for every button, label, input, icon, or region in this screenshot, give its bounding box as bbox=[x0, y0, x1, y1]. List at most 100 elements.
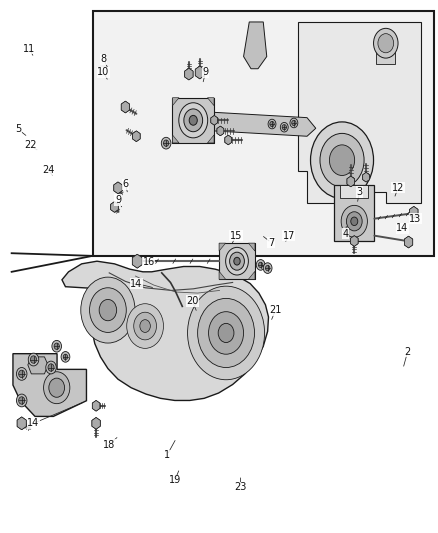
Circle shape bbox=[189, 116, 197, 125]
Circle shape bbox=[28, 353, 39, 366]
Polygon shape bbox=[113, 182, 122, 193]
Polygon shape bbox=[13, 354, 86, 416]
Polygon shape bbox=[132, 131, 140, 142]
Polygon shape bbox=[224, 135, 231, 145]
Circle shape bbox=[197, 298, 254, 368]
Text: 12: 12 bbox=[391, 183, 403, 193]
Circle shape bbox=[280, 123, 288, 132]
Circle shape bbox=[134, 312, 156, 340]
Polygon shape bbox=[17, 417, 26, 430]
Circle shape bbox=[18, 397, 25, 404]
Circle shape bbox=[346, 212, 361, 231]
Polygon shape bbox=[62, 261, 268, 400]
Polygon shape bbox=[210, 116, 217, 125]
Circle shape bbox=[43, 372, 70, 403]
Text: 19: 19 bbox=[168, 475, 180, 485]
Polygon shape bbox=[409, 206, 417, 218]
Text: 4: 4 bbox=[342, 229, 348, 239]
Polygon shape bbox=[346, 176, 354, 187]
Polygon shape bbox=[195, 66, 204, 79]
Circle shape bbox=[48, 364, 54, 371]
Text: 8: 8 bbox=[100, 54, 106, 64]
Polygon shape bbox=[172, 98, 179, 106]
Circle shape bbox=[319, 133, 363, 187]
Text: 3: 3 bbox=[356, 187, 362, 197]
Polygon shape bbox=[207, 98, 214, 106]
Circle shape bbox=[328, 145, 354, 175]
Circle shape bbox=[187, 286, 264, 379]
Text: 22: 22 bbox=[24, 140, 37, 150]
Circle shape bbox=[46, 361, 56, 374]
Bar bbox=[172, 98, 214, 143]
Text: 15: 15 bbox=[230, 231, 242, 241]
Text: 14: 14 bbox=[27, 418, 39, 429]
Circle shape bbox=[30, 356, 36, 364]
Polygon shape bbox=[92, 400, 100, 411]
Circle shape bbox=[49, 378, 64, 397]
Circle shape bbox=[208, 312, 243, 354]
Circle shape bbox=[184, 109, 202, 132]
Polygon shape bbox=[216, 126, 223, 136]
Polygon shape bbox=[207, 135, 214, 143]
Bar bbox=[219, 243, 254, 279]
Text: 1: 1 bbox=[163, 450, 170, 460]
Polygon shape bbox=[92, 400, 100, 411]
Circle shape bbox=[291, 120, 295, 126]
Text: 9: 9 bbox=[202, 68, 208, 77]
Polygon shape bbox=[110, 201, 118, 212]
Circle shape bbox=[61, 352, 70, 362]
Polygon shape bbox=[216, 126, 223, 136]
Polygon shape bbox=[403, 236, 412, 248]
Circle shape bbox=[178, 103, 207, 138]
Text: 10: 10 bbox=[97, 68, 110, 77]
Polygon shape bbox=[113, 182, 122, 193]
Text: 13: 13 bbox=[409, 214, 421, 224]
Bar bbox=[333, 185, 374, 241]
Polygon shape bbox=[224, 135, 231, 145]
Polygon shape bbox=[346, 176, 354, 187]
Polygon shape bbox=[403, 236, 412, 248]
Circle shape bbox=[81, 277, 135, 343]
Polygon shape bbox=[219, 271, 225, 279]
Text: 21: 21 bbox=[269, 305, 281, 315]
Circle shape bbox=[310, 122, 373, 198]
Polygon shape bbox=[350, 236, 357, 246]
Circle shape bbox=[340, 205, 367, 237]
Bar bbox=[375, 52, 395, 64]
Polygon shape bbox=[248, 271, 254, 279]
Circle shape bbox=[99, 300, 117, 321]
Circle shape bbox=[258, 262, 262, 268]
Polygon shape bbox=[362, 172, 369, 182]
Circle shape bbox=[233, 257, 240, 265]
Polygon shape bbox=[184, 68, 193, 80]
Polygon shape bbox=[409, 206, 417, 218]
Circle shape bbox=[256, 260, 265, 270]
Polygon shape bbox=[132, 131, 140, 142]
Circle shape bbox=[18, 370, 25, 377]
Circle shape bbox=[89, 288, 126, 333]
Polygon shape bbox=[362, 172, 369, 182]
Polygon shape bbox=[121, 101, 129, 113]
Circle shape bbox=[282, 125, 286, 130]
Bar bbox=[92, 11, 433, 256]
Circle shape bbox=[229, 252, 244, 270]
Polygon shape bbox=[121, 101, 129, 113]
Circle shape bbox=[218, 324, 233, 343]
Text: 9: 9 bbox=[115, 195, 121, 205]
Polygon shape bbox=[17, 417, 26, 430]
Text: 5: 5 bbox=[15, 124, 21, 134]
Circle shape bbox=[373, 28, 397, 58]
Polygon shape bbox=[132, 254, 142, 268]
Circle shape bbox=[265, 265, 269, 271]
Polygon shape bbox=[92, 417, 100, 429]
Circle shape bbox=[289, 118, 297, 128]
Polygon shape bbox=[210, 116, 217, 125]
Text: 23: 23 bbox=[234, 482, 246, 492]
Circle shape bbox=[268, 119, 276, 129]
Polygon shape bbox=[297, 22, 420, 203]
Text: 16: 16 bbox=[142, 257, 154, 267]
Circle shape bbox=[140, 320, 150, 333]
Polygon shape bbox=[92, 417, 100, 429]
Circle shape bbox=[269, 122, 274, 127]
Polygon shape bbox=[132, 254, 142, 268]
